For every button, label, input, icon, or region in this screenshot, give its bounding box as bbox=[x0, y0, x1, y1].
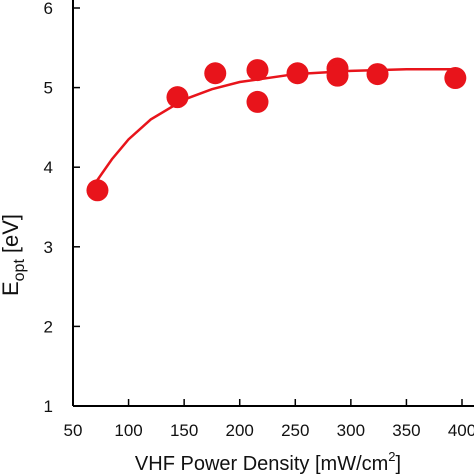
data-point bbox=[444, 67, 467, 90]
data-point bbox=[286, 62, 309, 85]
y-label-main: E bbox=[0, 281, 23, 296]
x-tick-label: 300 bbox=[337, 421, 365, 440]
fit-line bbox=[94, 68, 451, 184]
y-tick-label: 6 bbox=[44, 0, 53, 18]
data-point bbox=[326, 64, 349, 87]
y-tick-label: 4 bbox=[44, 158, 53, 177]
y-tick-label: 3 bbox=[44, 238, 53, 257]
data-point bbox=[366, 63, 389, 86]
data-point bbox=[204, 62, 227, 85]
x-tick-label: 350 bbox=[392, 421, 420, 440]
data-point bbox=[246, 90, 269, 113]
data-point bbox=[86, 179, 109, 202]
x-tick-label: 100 bbox=[114, 421, 142, 440]
y-tick-label: 5 bbox=[44, 79, 53, 98]
y-axis-label: Eopt [eV] bbox=[0, 214, 28, 296]
y-label-sub: opt bbox=[11, 259, 28, 282]
x-tick-label: 150 bbox=[170, 421, 198, 440]
x-label-main: VHF Power Density [mW/cm bbox=[135, 453, 388, 474]
y-label-unit: [eV] bbox=[0, 214, 23, 253]
data-point bbox=[166, 86, 189, 109]
y-tick-label: 1 bbox=[44, 397, 53, 416]
x-tick-label: 400 bbox=[448, 421, 474, 440]
x-label-sup: 2 bbox=[388, 449, 395, 464]
x-tick-label: 200 bbox=[226, 421, 254, 440]
x-label-end: ] bbox=[396, 453, 402, 474]
data-point bbox=[246, 59, 269, 82]
x-tick-label: 50 bbox=[64, 421, 83, 440]
x-axis-label: VHF Power Density [mW/cm2] bbox=[135, 449, 401, 474]
x-tick-label: 250 bbox=[281, 421, 309, 440]
y-tick-label: 2 bbox=[44, 317, 53, 336]
